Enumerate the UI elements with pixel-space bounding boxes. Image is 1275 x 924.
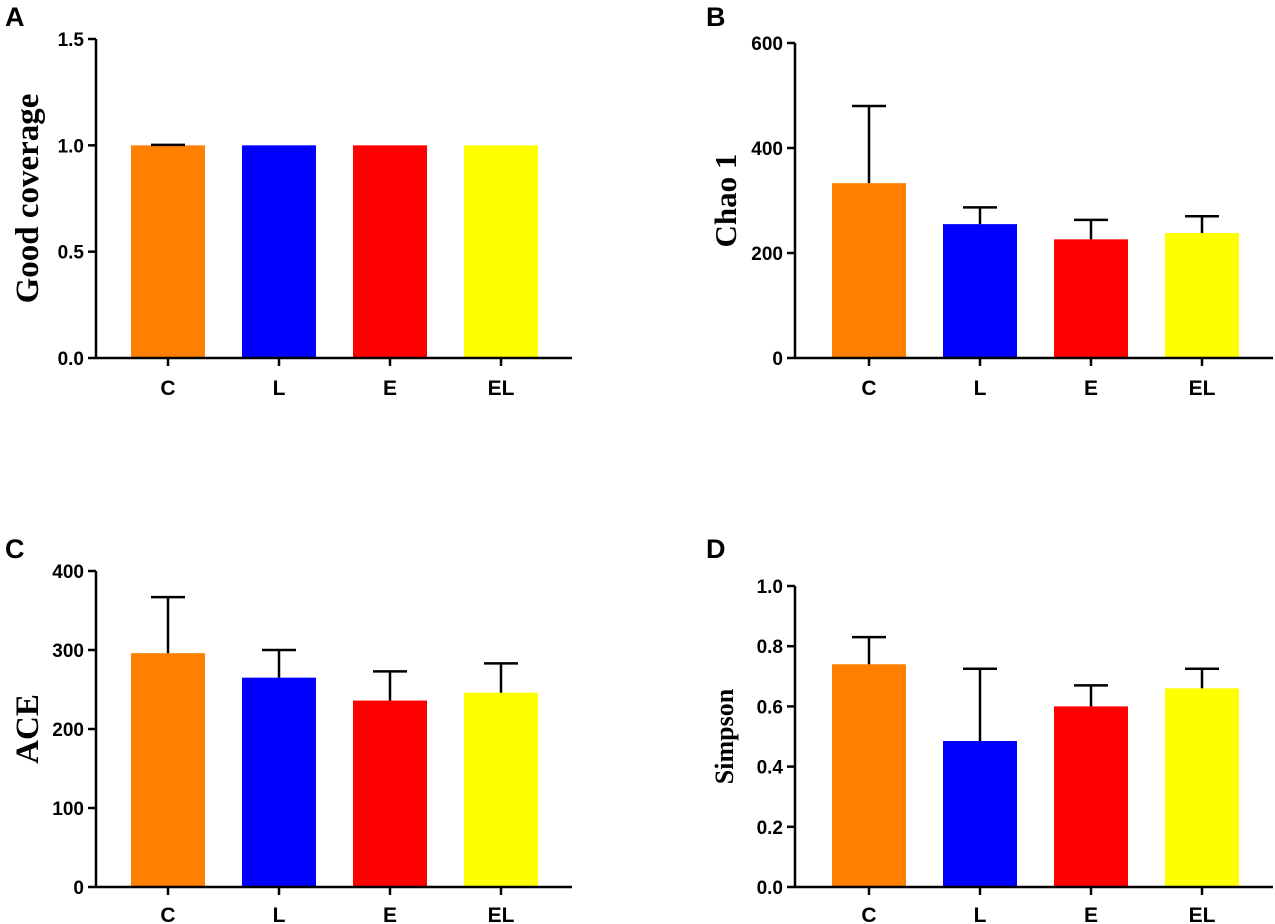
panel-d-y-tick-label: 0.0 [757, 878, 783, 899]
panel-d-category-label: EL [1189, 904, 1216, 924]
panel-b-category-label: E [1084, 377, 1098, 400]
panel-c-category-label: E [383, 904, 397, 924]
panel-c-y-tick-label: 300 [52, 641, 84, 662]
panel-a-y-tick-label: 0.5 [58, 243, 85, 264]
panel-a-bar-e [353, 145, 427, 358]
panel-c-y-tick-label: 400 [52, 562, 84, 583]
panel-d-bar-el [1165, 688, 1239, 887]
panel-a-category-label: C [160, 377, 175, 400]
panel-c-bar-c [131, 653, 205, 887]
panel-a-category-label: EL [488, 377, 515, 400]
panel-b-y-tick-label: 400 [751, 139, 783, 160]
panel-d-y-tick-label: 0.6 [757, 697, 783, 718]
panel-a-bar-c [131, 145, 205, 358]
panel-d-bar-c [832, 664, 906, 887]
panel-b-y-tick-label: 200 [751, 244, 783, 265]
panel-b-bar-c [832, 183, 906, 358]
panel-b-category-label: L [974, 377, 987, 400]
panel-c-y-tick-label: 0 [73, 878, 84, 899]
panel-b-y-tick-label: 0 [772, 349, 783, 370]
panel-a-y-axis-title: Good coverage [10, 94, 46, 304]
panel-a-letter: A [5, 2, 25, 32]
panel-c-y-axis-title: ACE [10, 694, 46, 764]
panel-c-bar-el [464, 692, 538, 887]
panel-b-y-axis-title: Chao 1 [708, 154, 743, 248]
panel-c-category-label: C [160, 904, 175, 924]
panel-c-bar-l [242, 677, 316, 887]
panel-c-letter: C [5, 534, 25, 564]
panel-d-y-tick-label: 0.8 [757, 637, 783, 658]
panel-a-y-tick-label: 1.5 [58, 30, 85, 51]
panel-a-y-tick-label: 1.0 [58, 136, 84, 157]
panel-d-y-tick-label: 0.4 [757, 758, 784, 779]
panel-c-bar-e [353, 700, 427, 887]
panel-b-category-label: C [861, 377, 876, 400]
panel-a-y-tick-label: 0.0 [58, 349, 84, 370]
panel-d-y-tick-label: 0.2 [757, 818, 783, 839]
panel-a-bar-el [464, 145, 538, 358]
panel-c-category-label: EL [488, 904, 515, 924]
panel-b-bar-l [943, 224, 1017, 358]
panel-d-letter: D [706, 534, 726, 564]
panel-b-letter: B [706, 2, 726, 32]
panel-a-category-label: L [273, 377, 286, 400]
panel-c-y-tick-label: 100 [52, 799, 84, 820]
panel-d-bar-e [1054, 706, 1128, 887]
panel-c-y-tick-label: 200 [52, 720, 84, 741]
panel-b-y-tick-label: 600 [751, 34, 783, 55]
panel-d-y-axis-title: Simpson [710, 688, 739, 784]
panel-d-bar-l [943, 741, 1017, 887]
panel-c-category-label: L [273, 904, 286, 924]
panel-b-bar-el [1165, 233, 1239, 358]
panel-b-bar-e [1054, 239, 1128, 358]
panel-a-category-label: E [383, 377, 397, 400]
panel-b-category-label: EL [1189, 377, 1216, 400]
panel-a-bar-l [242, 145, 316, 358]
panel-d-y-tick-label: 1.0 [757, 577, 783, 598]
panel-d-category-label: L [974, 904, 987, 924]
panel-d-category-label: E [1084, 904, 1098, 924]
panel-d-category-label: C [861, 904, 876, 924]
